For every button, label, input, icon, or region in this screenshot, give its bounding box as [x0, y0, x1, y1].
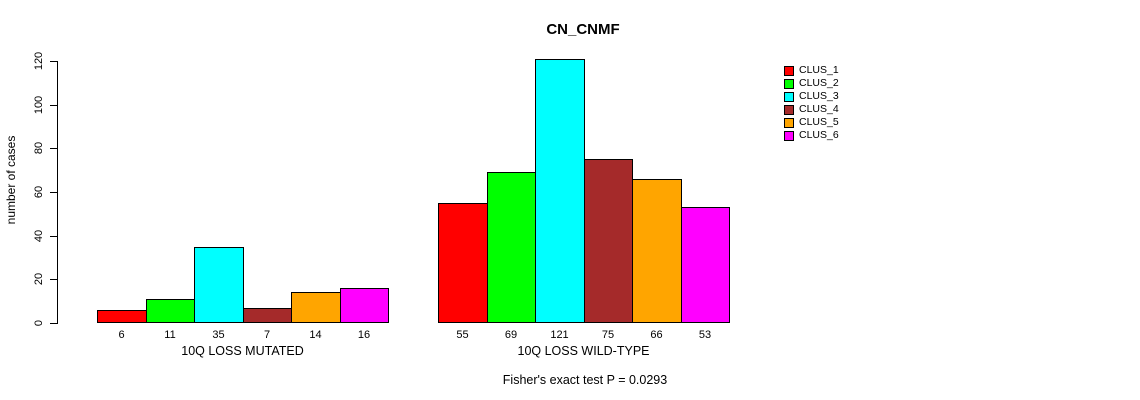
legend-item-clus_3: CLUS_3 [784, 90, 839, 103]
chart-title: CN_CNMF [546, 21, 620, 38]
y-axis-tick [50, 148, 57, 150]
legend-swatch-icon [784, 91, 794, 102]
legend-label: CLUS_5 [799, 116, 839, 128]
legend-swatch-icon [784, 65, 794, 76]
y-axis-tick [50, 104, 57, 106]
bar-value-label: 75 [601, 329, 615, 341]
bar-clus_2-group2 [487, 172, 536, 323]
group-axis-label: 10Q LOSS WILD-TYPE [517, 344, 650, 358]
legend: CLUS_1 CLUS_2 CLUS_3 CLUS_4 CLUS_5 CLUS_6 [784, 64, 839, 142]
bar-clus_3-group1 [194, 247, 244, 323]
y-axis-tick [50, 235, 57, 237]
legend-label: CLUS_4 [799, 103, 839, 115]
bar-value-label: 14 [309, 329, 322, 341]
y-axis-tick [50, 192, 57, 193]
bar-value-label: 66 [650, 329, 663, 341]
legend-swatch-icon [784, 78, 794, 89]
y-axis-tick-label: 0 [33, 319, 45, 327]
y-axis-tick-label: 20 [33, 273, 45, 286]
bar-value-label: 35 [212, 329, 225, 341]
y-axis-tick-label: 60 [33, 185, 45, 199]
bar-clus_5-group2 [632, 179, 682, 323]
bar-clus_5-group1 [291, 292, 341, 323]
y-axis-tick-label: 40 [33, 229, 45, 242]
legend-item-clus_2: CLUS_2 [784, 77, 839, 90]
legend-item-clus_5: CLUS_5 [784, 116, 839, 129]
legend-label: CLUS_3 [799, 90, 839, 102]
bar-clus_3-group2 [535, 59, 585, 323]
legend-swatch-icon [784, 117, 794, 128]
bar-value-label: 53 [698, 329, 712, 341]
bar-clus_4-group2 [584, 159, 633, 323]
y-axis-tick-label: 100 [33, 95, 45, 114]
legend-item-clus_4: CLUS_4 [784, 103, 839, 116]
bar-clus_1-group1 [97, 310, 147, 323]
legend-label: CLUS_1 [799, 64, 839, 76]
legend-swatch-icon [784, 104, 794, 115]
y-axis-line [57, 61, 58, 324]
group-axis-label: 10Q LOSS MUTATED [181, 344, 304, 358]
legend-item-clus_1: CLUS_1 [784, 64, 839, 77]
bar-value-label: 121 [550, 329, 569, 341]
bar-clus_2-group1 [146, 299, 195, 323]
y-axis-label: number of cases [4, 135, 18, 225]
bar-clus_4-group1 [243, 308, 292, 323]
bar-value-label: 69 [504, 329, 518, 341]
bar-clus_1-group2 [438, 203, 488, 323]
y-axis-tick [50, 279, 57, 281]
annotation-fisher-test: Fisher's exact test P = 0.0293 [502, 373, 668, 387]
y-axis-tick [50, 323, 57, 324]
y-axis-tick [50, 61, 57, 62]
bar-value-label: 7 [263, 329, 271, 341]
bar-value-label: 11 [164, 329, 176, 341]
legend-swatch-icon [784, 130, 794, 141]
bar-value-label: 16 [357, 329, 371, 341]
bar-value-label: 55 [456, 329, 469, 341]
y-axis-tick-label: 80 [33, 142, 45, 155]
bar-clus_6-group2 [681, 207, 730, 323]
legend-label: CLUS_6 [799, 129, 839, 141]
bar-clus_6-group1 [340, 288, 389, 323]
bar-value-label: 6 [118, 329, 125, 341]
y-axis-tick-label: 120 [33, 51, 45, 71]
legend-item-clus_6: CLUS_6 [784, 129, 839, 142]
legend-label: CLUS_2 [799, 77, 839, 89]
